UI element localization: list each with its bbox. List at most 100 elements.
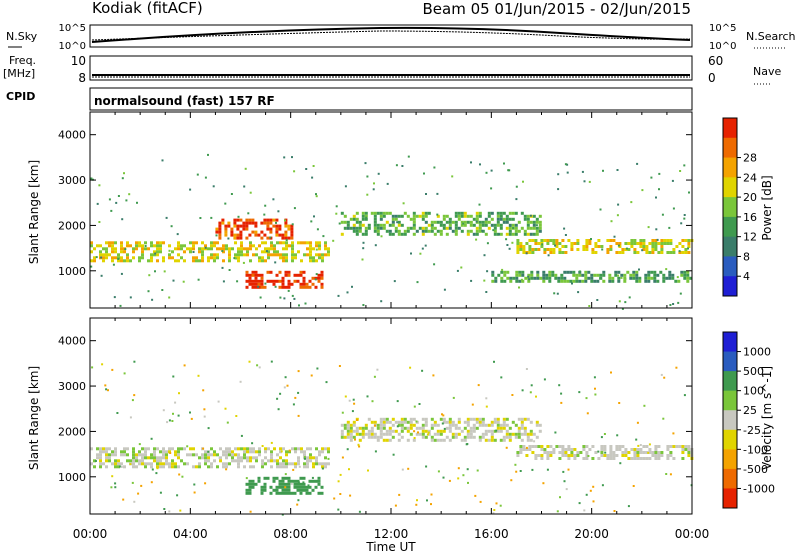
power-speckle bbox=[518, 286, 520, 289]
velocity-cell bbox=[317, 491, 321, 495]
power-cell bbox=[285, 256, 288, 260]
power-cell bbox=[578, 273, 582, 277]
power-cell bbox=[421, 232, 425, 236]
velocity-cell bbox=[540, 457, 544, 460]
power-cell bbox=[508, 232, 512, 236]
velocity-cell bbox=[358, 426, 362, 430]
velocity-speckle bbox=[525, 446, 528, 449]
velocity-cell bbox=[302, 485, 306, 489]
velocity-speckle bbox=[138, 443, 141, 446]
velocity-cell bbox=[228, 447, 231, 451]
power-speckle bbox=[529, 214, 532, 217]
power-cell bbox=[602, 270, 606, 274]
power-speckle bbox=[658, 172, 661, 175]
power-cell bbox=[255, 247, 258, 251]
velocity-cell bbox=[463, 435, 467, 439]
power-cell bbox=[629, 276, 633, 280]
power-cell bbox=[287, 285, 291, 289]
power-cell bbox=[150, 241, 153, 245]
power-cell bbox=[552, 248, 556, 251]
power-cell bbox=[260, 276, 264, 280]
power-cell bbox=[248, 233, 252, 237]
power-speckle bbox=[257, 285, 260, 288]
velocity-speckle bbox=[511, 394, 514, 396]
velocity-cell bbox=[448, 438, 452, 442]
velocity-speckle bbox=[514, 463, 517, 466]
power-cell bbox=[530, 270, 534, 274]
velocity-cell bbox=[382, 417, 386, 421]
power-cell bbox=[493, 229, 497, 233]
velocity-cell bbox=[327, 462, 330, 466]
velocity-cell bbox=[528, 445, 532, 448]
velocity-cell bbox=[299, 491, 303, 495]
power-cell bbox=[493, 223, 497, 227]
power-cell bbox=[496, 211, 500, 215]
power-cell bbox=[264, 259, 267, 263]
power-cell bbox=[105, 253, 108, 257]
velocity-cell bbox=[279, 456, 282, 460]
velocity-cell bbox=[379, 426, 383, 430]
velocity-speckle bbox=[207, 450, 210, 453]
power-speckle bbox=[374, 244, 377, 247]
velocity-cell bbox=[561, 445, 565, 448]
velocity-colorbar-swatch bbox=[723, 390, 737, 411]
power-speckle bbox=[679, 292, 682, 295]
power-cell bbox=[233, 218, 237, 222]
power-cell bbox=[677, 279, 681, 283]
power-cell bbox=[564, 245, 568, 248]
velocity-cell bbox=[481, 435, 485, 439]
velocity-speckle bbox=[535, 395, 537, 398]
power-speckle bbox=[263, 213, 266, 216]
velocity-speckle bbox=[637, 444, 640, 447]
power-cell bbox=[290, 282, 294, 286]
power-speckle bbox=[165, 216, 168, 219]
power-cell bbox=[239, 236, 243, 240]
velocity-cell bbox=[123, 450, 126, 454]
power-cell bbox=[282, 259, 285, 263]
velocity-speckle bbox=[632, 485, 635, 487]
power-cell bbox=[207, 256, 210, 260]
power-cell bbox=[526, 220, 530, 224]
power-cell bbox=[99, 244, 102, 248]
velocity-cell bbox=[174, 450, 177, 454]
power-cell bbox=[108, 244, 111, 248]
velocity-cell bbox=[636, 454, 640, 457]
power-cell bbox=[252, 253, 255, 257]
power-cell bbox=[442, 214, 446, 218]
velocity-cell bbox=[297, 462, 300, 466]
power-cell bbox=[305, 282, 309, 286]
power-speckle bbox=[475, 238, 478, 241]
power-speckle bbox=[124, 248, 127, 251]
velocity-speckle bbox=[107, 389, 109, 392]
velocity-cell bbox=[174, 465, 177, 469]
power-cell bbox=[660, 251, 664, 254]
power-cell bbox=[412, 211, 416, 215]
velocity-cell bbox=[252, 447, 255, 451]
velocity-cell bbox=[177, 456, 180, 460]
velocity-cell bbox=[687, 451, 691, 454]
velocity-cell bbox=[385, 438, 389, 442]
velocity-cell bbox=[123, 465, 126, 469]
power-cell bbox=[554, 276, 558, 280]
velocity-cell bbox=[582, 448, 586, 451]
power-cell bbox=[668, 270, 672, 274]
power-cell bbox=[526, 217, 530, 221]
velocity-speckle bbox=[193, 491, 196, 494]
power-cell bbox=[520, 226, 524, 230]
power-cell bbox=[520, 211, 524, 215]
power-cell bbox=[248, 218, 252, 222]
velocity-cell bbox=[243, 453, 246, 457]
power-cell bbox=[156, 244, 159, 248]
power-speckle bbox=[641, 189, 644, 192]
power-cell bbox=[216, 241, 219, 245]
velocity-cell bbox=[141, 453, 144, 457]
power-cell bbox=[364, 229, 368, 233]
velocity-cell bbox=[279, 450, 282, 454]
velocity-cell bbox=[406, 429, 410, 433]
velocity-ylabel: Slant Range [km] bbox=[27, 366, 41, 470]
power-cell bbox=[317, 279, 321, 283]
velocity-cell bbox=[400, 429, 404, 433]
velocity-cell bbox=[263, 488, 267, 492]
power-cell bbox=[138, 241, 141, 245]
